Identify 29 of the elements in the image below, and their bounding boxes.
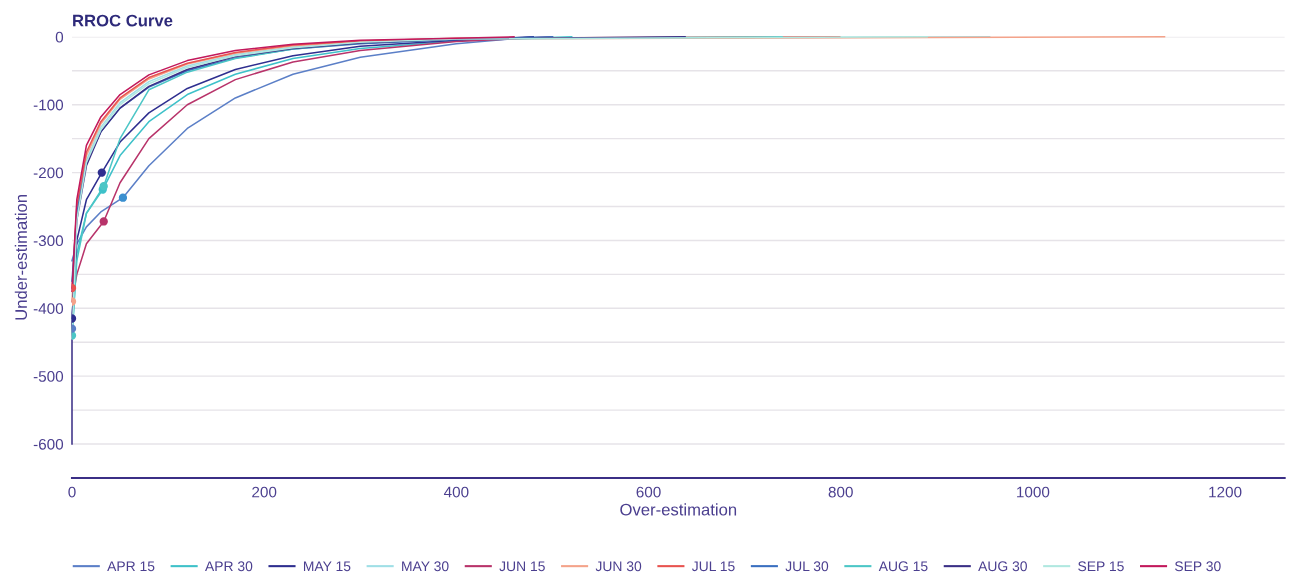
legend-label: MAY 30 bbox=[402, 561, 449, 572]
x-tick-label: 0 bbox=[68, 486, 76, 498]
y-tick-label: -500 bbox=[33, 371, 64, 382]
legend-label: SEP 15 bbox=[1078, 561, 1124, 572]
y-tick-label: -200 bbox=[33, 167, 64, 179]
y-tick-label: -100 bbox=[33, 99, 64, 111]
legend-label: JUL 30 bbox=[785, 561, 829, 572]
legend-label: APR 30 bbox=[205, 561, 253, 572]
legend-label: SEP 30 bbox=[1175, 561, 1221, 572]
legend-label: JUL 15 bbox=[691, 561, 735, 572]
legend-label: AUG 15 bbox=[878, 561, 928, 572]
y-axis-title: Under-estimation bbox=[14, 195, 28, 320]
x-tick-label: 600 bbox=[636, 486, 661, 498]
legend-label: MAY 15 bbox=[303, 561, 351, 572]
chart-title: RROC Curve bbox=[73, 14, 173, 27]
x-tick-label: 200 bbox=[252, 486, 277, 498]
x-tick-label: 1200 bbox=[1209, 486, 1242, 498]
legend-label: JUN 30 bbox=[595, 561, 642, 572]
x-axis-title: Over-estimation bbox=[620, 503, 737, 516]
y-tick-label: 0 bbox=[55, 31, 64, 43]
y-tick-label: -400 bbox=[33, 303, 64, 314]
legend-label: AUG 30 bbox=[978, 561, 1027, 572]
y-tick-label: -300 bbox=[33, 235, 64, 247]
x-tick-label: 800 bbox=[828, 486, 853, 498]
x-tick-label: 400 bbox=[443, 486, 469, 498]
legend-label: JUN 15 bbox=[499, 561, 545, 572]
y-tick-label: -600 bbox=[33, 438, 64, 450]
x-tick-label: 1000 bbox=[1017, 486, 1050, 498]
legend-label: APR 15 bbox=[107, 561, 155, 572]
